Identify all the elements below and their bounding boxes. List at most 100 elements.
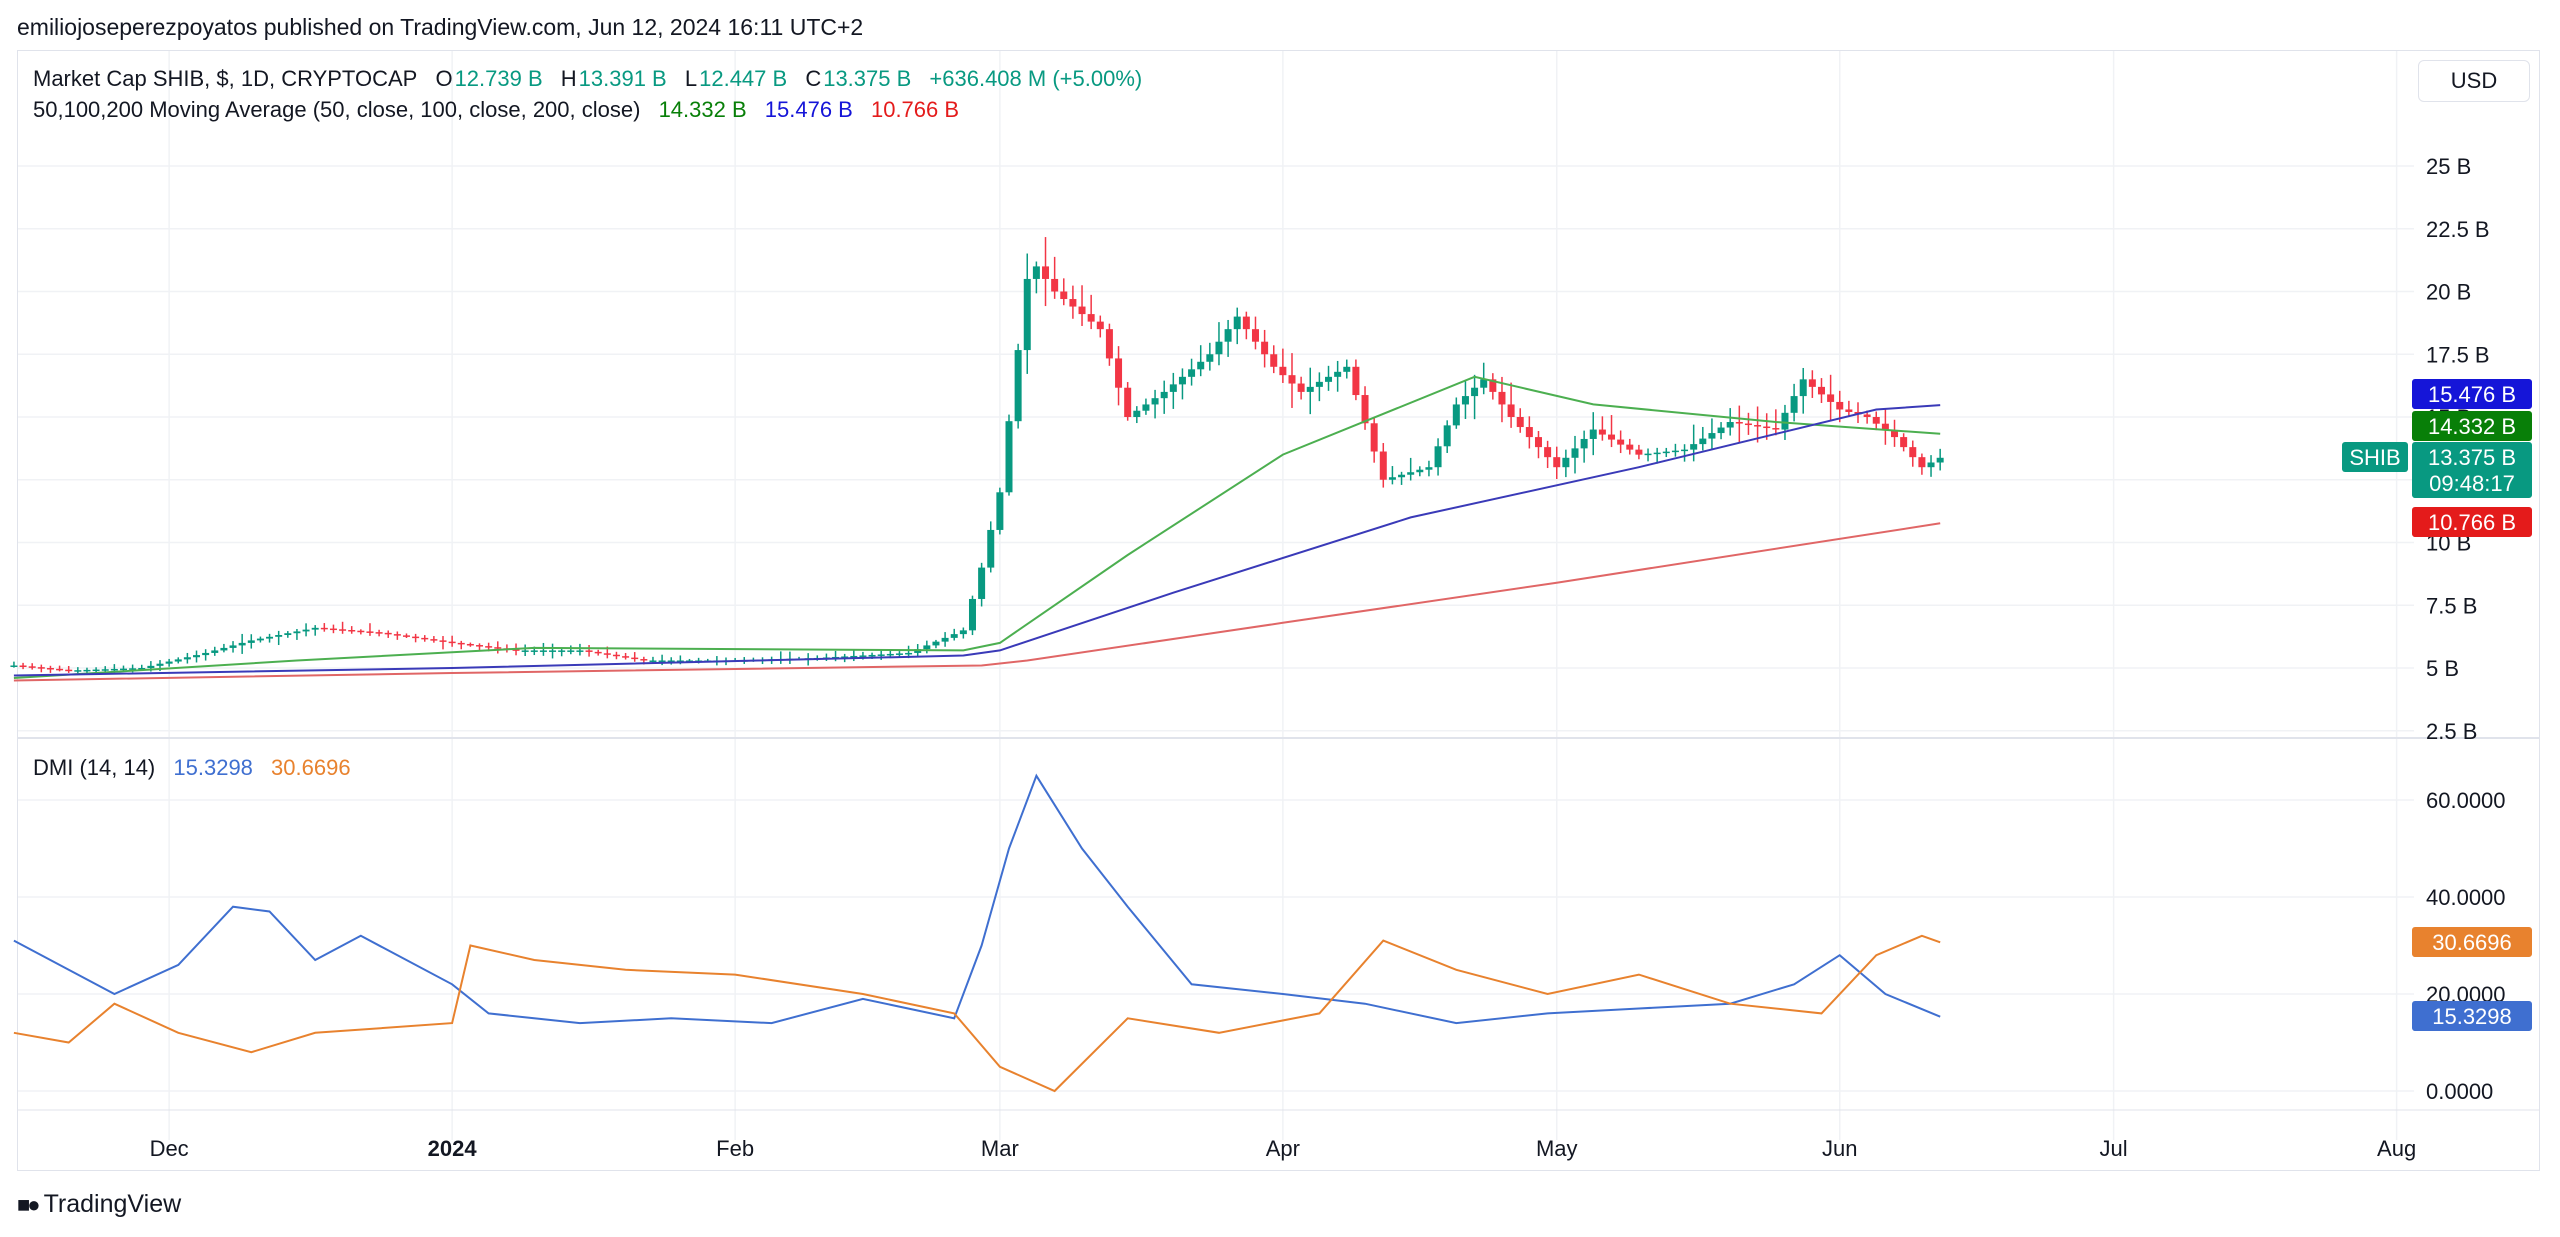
candle-body	[357, 630, 365, 633]
time-axis-tick: Feb	[716, 1136, 754, 1161]
candle-body	[658, 660, 666, 662]
candle-body	[877, 654, 885, 656]
candle-body	[147, 665, 155, 668]
legend-c-label: C	[805, 66, 822, 91]
ma200-value: 10.766 B	[870, 97, 960, 122]
candle-body	[129, 668, 137, 670]
currency-button[interactable]: USD	[2418, 60, 2530, 102]
dmi-legend-title[interactable]: DMI (14, 14)	[33, 755, 156, 780]
candle-body	[886, 653, 894, 656]
candle-body	[1343, 366, 1351, 372]
candle-body	[1699, 438, 1707, 445]
candle-body	[978, 567, 986, 599]
candle-body	[1507, 404, 1515, 417]
candle-body	[302, 629, 310, 632]
candle-body	[649, 660, 657, 662]
candle-body	[457, 642, 465, 645]
ma50-value: 14.332 B	[658, 97, 747, 122]
candle-body	[311, 627, 319, 630]
candle-body	[1388, 477, 1396, 480]
price-axis-tick: 22.5 B	[2426, 217, 2490, 242]
ma-legend-title[interactable]: 50,100,200 Moving Average (50, close, 10…	[33, 97, 641, 122]
candle-body	[1909, 447, 1917, 458]
candle-body	[1690, 444, 1698, 450]
candle-body	[1836, 401, 1844, 410]
dmi-legend: DMI (14, 14) 15.3298 30.6696	[33, 755, 353, 781]
candle-body	[530, 650, 538, 652]
candle-body	[1242, 316, 1250, 330]
candle-body	[1653, 452, 1661, 455]
candle-body	[1799, 379, 1807, 397]
candle-body	[1042, 266, 1050, 279]
footer-brand: ■● TradingView	[17, 1190, 181, 1219]
candle-body	[539, 650, 547, 652]
candle-body	[238, 642, 246, 646]
candle-body	[1434, 446, 1442, 468]
price-axis-tick: 5 B	[2426, 656, 2459, 681]
candle-body	[932, 641, 940, 646]
candle-body	[603, 653, 611, 655]
candle-body	[905, 652, 913, 655]
candle-body	[348, 629, 356, 632]
price-label-ma100	[2412, 379, 2532, 409]
candle-body	[1626, 444, 1634, 450]
time-axis-tick: Jun	[1822, 1136, 1857, 1161]
candle-body	[612, 654, 620, 657]
dmi-axis-tick: 40.0000	[2426, 885, 2506, 910]
chart-frame	[17, 50, 2540, 1171]
candle-body	[439, 640, 447, 642]
candle-body	[1717, 427, 1725, 434]
candle-body	[1124, 387, 1132, 417]
candle-body	[430, 639, 438, 641]
candle-body	[1534, 437, 1542, 448]
legend-symbol[interactable]: Market Cap SHIB, $, 1D, CRYPTOCAP	[33, 66, 418, 91]
candle-body	[895, 653, 903, 655]
candle-body	[10, 665, 18, 667]
candle-body	[1471, 387, 1479, 397]
candle-body	[1443, 425, 1451, 447]
candle-body	[46, 668, 54, 670]
candle-body	[1306, 386, 1314, 392]
candle-body	[1096, 321, 1104, 330]
candle-body	[1270, 354, 1278, 367]
candle-body	[585, 650, 593, 652]
candle-body	[119, 668, 127, 671]
candle-body	[923, 645, 931, 650]
symbol-legend: Market Cap SHIB, $, 1D, CRYPTOCAP O12.73…	[33, 66, 1144, 92]
candle-body	[174, 659, 182, 662]
candle-body	[1251, 329, 1259, 342]
candle-body	[1562, 457, 1570, 468]
candle-body	[640, 659, 648, 661]
candle-body	[384, 632, 392, 635]
candle-body	[1288, 375, 1296, 384]
time-axis-tick: Aug	[2377, 1136, 2416, 1161]
candle-body	[229, 645, 237, 648]
candle-body	[567, 650, 575, 652]
candle-body	[1452, 404, 1460, 426]
dmi-plus-line	[13, 773, 1941, 1025]
ma-line-ma50	[13, 375, 1941, 679]
candle-body	[1115, 358, 1123, 388]
legend-h-value: 13.391 B	[578, 66, 667, 91]
candle-body	[1525, 427, 1533, 438]
candle-body	[1087, 314, 1095, 322]
candle-body	[1279, 366, 1287, 376]
legend-l-label: L	[684, 66, 698, 91]
candle-body	[1352, 366, 1360, 396]
candle-body	[676, 660, 684, 662]
candle-body	[1188, 369, 1196, 377]
candle-body	[448, 641, 456, 644]
candle-body	[1735, 422, 1743, 424]
candle-body	[1598, 429, 1606, 435]
candle-body	[959, 630, 967, 635]
candle-body	[1671, 450, 1679, 453]
candle-body	[1133, 410, 1141, 417]
candle-body	[1863, 414, 1871, 417]
ma-legend: 50,100,200 Moving Average (50, close, 10…	[33, 97, 961, 123]
candle-body	[247, 640, 255, 643]
candle-body	[521, 650, 529, 652]
symbol-tag[interactable]	[2342, 442, 2408, 472]
dmi-label-text: 30.6696	[2432, 930, 2512, 955]
price-axis-tick: 2.5 B	[2426, 719, 2477, 744]
